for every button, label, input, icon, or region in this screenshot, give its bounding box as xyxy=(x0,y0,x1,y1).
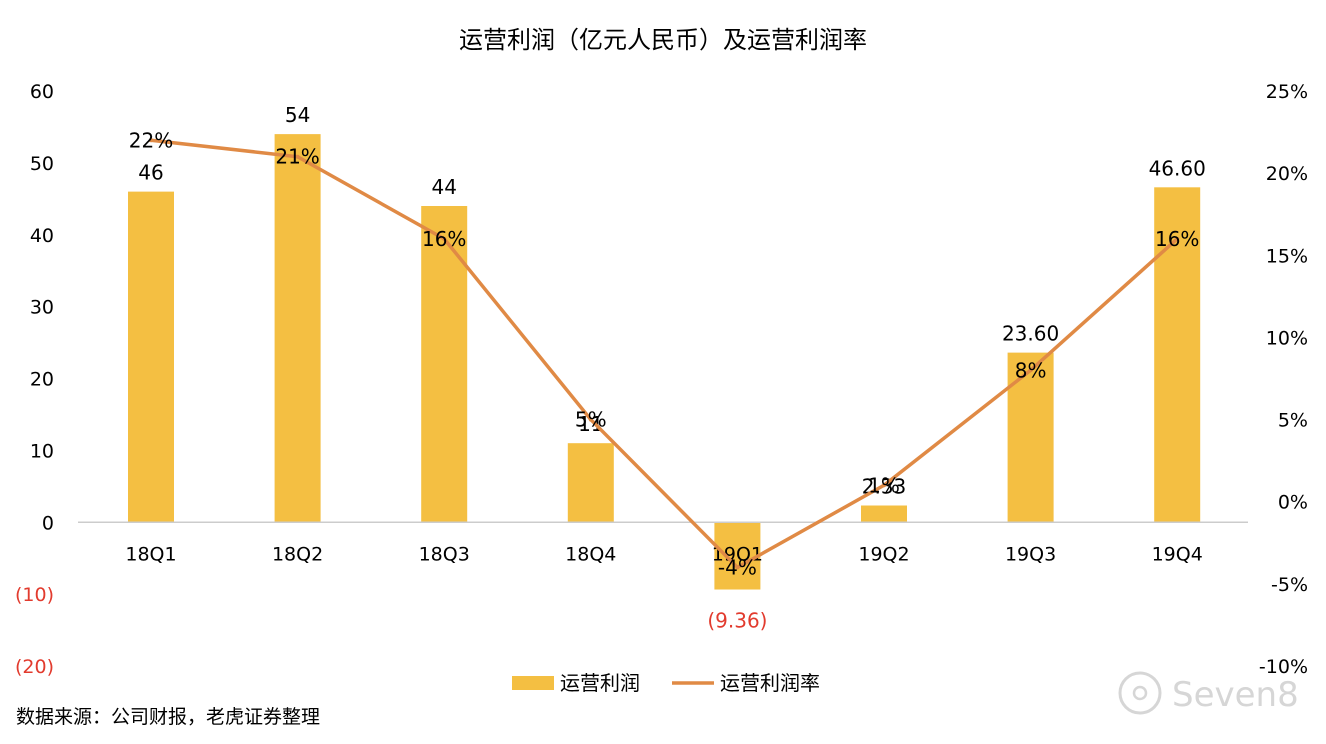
right-axis-tick-label: 0% xyxy=(1278,492,1308,514)
category-label: 18Q4 xyxy=(565,543,616,565)
line-data-label: 22% xyxy=(129,128,173,152)
left-axis-tick-label: 40 xyxy=(30,225,54,247)
left-axis-tick-label: (10) xyxy=(15,584,54,606)
bar-data-label: (9.36) xyxy=(707,609,767,633)
bar-data-label: 46.60 xyxy=(1149,156,1206,180)
left-axis: 60 50 40 30 20 10 0 (10) (20) xyxy=(15,81,54,678)
line-point xyxy=(882,483,886,488)
legend-label-line: 运营利润率 xyxy=(720,671,820,695)
bar-data-label: 11 xyxy=(578,412,603,436)
line-path xyxy=(149,138,1179,570)
bar xyxy=(567,443,614,523)
left-axis-tick-label: 60 xyxy=(30,81,54,103)
line-point xyxy=(588,417,593,422)
line-data-label: 16% xyxy=(1155,227,1199,251)
legend-label-bar: 运营利润 xyxy=(560,671,640,695)
line-data-label: 8% xyxy=(1015,358,1047,382)
bar-data-label: 54 xyxy=(285,103,310,127)
category-label: 18Q1 xyxy=(125,543,176,565)
bar xyxy=(861,505,907,523)
watermark-logo-dot xyxy=(1132,685,1148,701)
source-note: 数据来源：公司财报，老虎证券整理 xyxy=(16,706,320,728)
right-axis-tick-label: -10% xyxy=(1259,656,1308,678)
line-point xyxy=(295,154,300,159)
left-axis-tick-label: 10 xyxy=(30,440,54,462)
line-data-label: 21% xyxy=(275,145,319,169)
line-series xyxy=(149,138,1180,570)
category-label: 19Q4 xyxy=(1152,543,1203,565)
right-axis-tick-label: 25% xyxy=(1266,81,1308,103)
line-data-label: 5% xyxy=(575,408,607,432)
watermark-logo-icon xyxy=(1118,671,1162,715)
right-axis-tick-label: -5% xyxy=(1271,574,1308,596)
line-data-label: 16% xyxy=(422,227,466,251)
right-axis: 25% 20% 15% 10% 5% 0% -5% -10% xyxy=(1259,81,1308,678)
bar xyxy=(274,134,321,523)
line-point xyxy=(1028,368,1033,373)
category-label: 19Q3 xyxy=(1005,543,1056,565)
category-label: 18Q3 xyxy=(419,543,470,565)
watermark: Seven8 xyxy=(1118,671,1299,715)
bar xyxy=(128,191,174,523)
line-point xyxy=(735,565,740,570)
line-point xyxy=(149,138,153,143)
legend: 运营利润 运营利润率 xyxy=(512,671,820,695)
legend-swatch-bar xyxy=(512,676,554,690)
bar-data-label: 23.60 xyxy=(1002,322,1059,346)
bar xyxy=(714,522,761,590)
line-point xyxy=(442,236,447,241)
left-axis-tick-label: 50 xyxy=(30,153,54,175)
line-point xyxy=(1175,236,1180,241)
line-data-label: 1% xyxy=(868,473,900,497)
right-axis-tick-label: 20% xyxy=(1266,163,1308,185)
left-axis-tick-label: 0 xyxy=(42,512,54,534)
left-axis-tick-label: 30 xyxy=(30,297,54,319)
line-data-label: -4% xyxy=(718,555,757,579)
line-data-labels: 22% 21% 16% 5% -4% 1% 8% 16% xyxy=(129,128,1200,579)
watermark-text: Seven8 xyxy=(1172,675,1299,715)
category-axis: 18Q1 18Q2 18Q3 18Q4 19Q1 19Q2 19Q3 19Q4 xyxy=(125,543,1202,565)
bar-series xyxy=(128,134,1201,590)
right-axis-tick-label: 10% xyxy=(1266,327,1308,349)
left-axis-tick-label: (20) xyxy=(15,656,54,678)
right-axis-tick-label: 15% xyxy=(1266,245,1308,267)
bar xyxy=(421,206,468,523)
bar-data-label: 46 xyxy=(138,161,163,185)
right-axis-tick-label: 5% xyxy=(1278,410,1308,432)
category-label: 19Q2 xyxy=(858,543,909,565)
chart-title: 运营利润（亿元人民币）及运营利润率 xyxy=(459,26,867,54)
category-label: 18Q2 xyxy=(272,543,323,565)
left-axis-tick-label: 20 xyxy=(30,369,54,391)
bar-data-label: 44 xyxy=(431,175,456,199)
bar xyxy=(1154,187,1201,523)
